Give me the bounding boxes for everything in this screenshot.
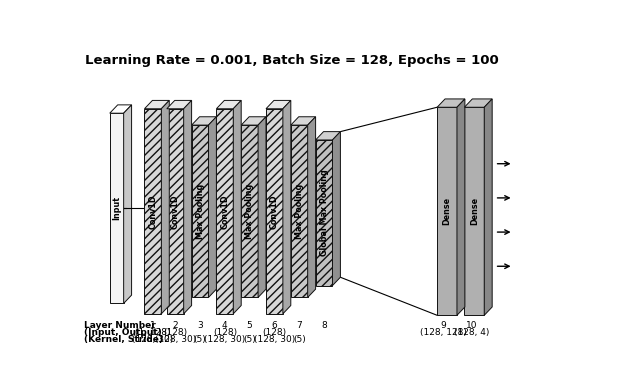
- Text: Layer Number: Layer Number: [84, 321, 156, 330]
- Polygon shape: [457, 99, 465, 315]
- Text: Dense: Dense: [442, 197, 452, 225]
- Text: 6: 6: [271, 321, 277, 330]
- Polygon shape: [258, 117, 266, 298]
- Text: Learning Rate = 0.001, Batch Size = 128, Epochs = 100: Learning Rate = 0.001, Batch Size = 128,…: [85, 54, 499, 67]
- Polygon shape: [110, 113, 124, 303]
- Text: (128): (128): [163, 328, 188, 337]
- Text: Conv1D: Conv1D: [270, 194, 279, 229]
- Polygon shape: [167, 109, 184, 314]
- Polygon shape: [191, 117, 216, 125]
- Polygon shape: [308, 117, 316, 298]
- Polygon shape: [241, 117, 266, 125]
- Text: 3: 3: [197, 321, 203, 330]
- Text: 8: 8: [321, 321, 327, 330]
- Text: 7: 7: [296, 321, 302, 330]
- Text: (5): (5): [293, 335, 306, 344]
- Text: Conv1D: Conv1D: [220, 194, 229, 229]
- Text: (1, 128): (1, 128): [135, 328, 171, 337]
- Polygon shape: [110, 105, 132, 113]
- Polygon shape: [484, 99, 492, 315]
- Polygon shape: [145, 109, 161, 314]
- Text: Max Pooling: Max Pooling: [245, 184, 254, 239]
- Polygon shape: [167, 100, 191, 109]
- Polygon shape: [437, 99, 465, 107]
- Text: (128, 30): (128, 30): [204, 335, 246, 344]
- Polygon shape: [266, 109, 283, 314]
- Polygon shape: [465, 107, 484, 315]
- Polygon shape: [184, 100, 191, 314]
- Text: (128, 30): (128, 30): [155, 335, 196, 344]
- Polygon shape: [145, 100, 169, 109]
- Polygon shape: [266, 100, 291, 109]
- Text: (128, 4): (128, 4): [454, 328, 490, 337]
- Polygon shape: [191, 125, 209, 298]
- Polygon shape: [316, 132, 340, 140]
- Polygon shape: [291, 117, 316, 125]
- Polygon shape: [291, 125, 308, 298]
- Text: Global Max Pooling: Global Max Pooling: [319, 169, 328, 256]
- Text: (Input, Output): (Input, Output): [84, 328, 162, 337]
- Text: Conv1D: Conv1D: [148, 194, 157, 229]
- Text: (128): (128): [212, 328, 237, 337]
- Text: (5): (5): [194, 335, 207, 344]
- Polygon shape: [209, 117, 216, 298]
- Polygon shape: [216, 109, 233, 314]
- Text: 5: 5: [247, 321, 253, 330]
- Polygon shape: [316, 140, 332, 286]
- Polygon shape: [465, 99, 492, 107]
- Text: 9: 9: [440, 321, 446, 330]
- Polygon shape: [283, 100, 291, 314]
- Text: Max Pooling: Max Pooling: [196, 184, 205, 239]
- Text: (128, 30): (128, 30): [254, 335, 295, 344]
- Text: Dense: Dense: [470, 197, 479, 225]
- Polygon shape: [332, 132, 340, 286]
- Text: (128, 128): (128, 128): [420, 328, 467, 337]
- Polygon shape: [437, 107, 457, 315]
- Text: 1: 1: [150, 321, 156, 330]
- Text: 4: 4: [222, 321, 228, 330]
- Text: Max Pooling: Max Pooling: [295, 184, 304, 239]
- Polygon shape: [241, 125, 258, 298]
- Text: (128): (128): [262, 328, 287, 337]
- Text: (5): (5): [243, 335, 256, 344]
- Polygon shape: [161, 100, 169, 314]
- Text: (128, 30): (128, 30): [132, 335, 173, 344]
- Text: 2: 2: [172, 321, 178, 330]
- Text: Input: Input: [112, 196, 121, 220]
- Polygon shape: [233, 100, 241, 314]
- Text: Conv1D: Conv1D: [171, 194, 180, 229]
- Polygon shape: [216, 100, 241, 109]
- Text: (Kernel, Stride): (Kernel, Stride): [84, 335, 163, 344]
- Text: 10: 10: [466, 321, 477, 330]
- Polygon shape: [124, 105, 132, 303]
